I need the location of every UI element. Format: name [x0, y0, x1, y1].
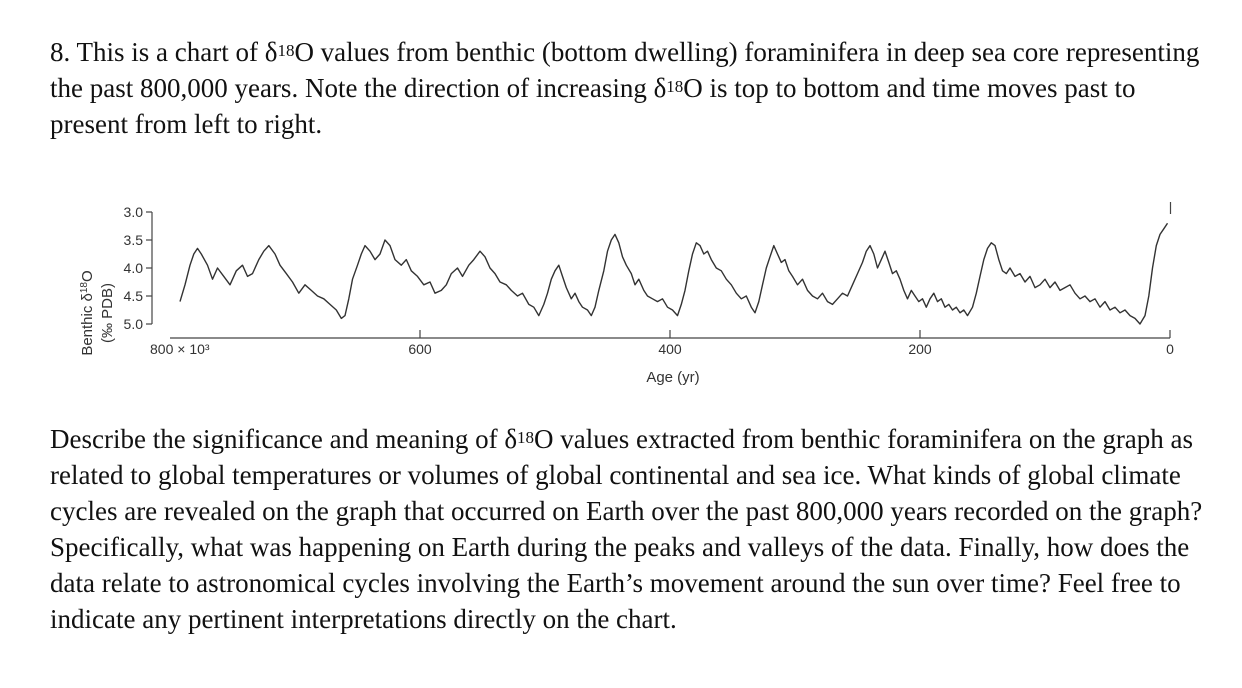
intro-text-3: O is top to bottom and time moves past t… — [50, 73, 1136, 139]
x-ticks: 800 × 10³ 600 400 200 0 — [150, 330, 1174, 357]
x-tick-label: 400 — [658, 341, 682, 357]
y-ticks: 3.0 3.5 4.0 4.5 5.0 — [124, 204, 152, 332]
series-layer — [179, 202, 1172, 325]
y-tick-label: 4.5 — [124, 288, 144, 304]
x-tick-label: 800 × 10³ — [150, 341, 210, 357]
intro-text-2: O values from benthic (bottom dwelling) … — [50, 37, 1200, 103]
y-tick-label: 3.5 — [124, 232, 144, 248]
y-tick-label: 3.0 — [124, 204, 144, 220]
question-number: 8. — [50, 37, 71, 67]
y-tick-label: 4.0 — [124, 260, 144, 276]
ylabel-line2: (‰ PDB) — [99, 283, 116, 343]
x-tick-label: 600 — [408, 341, 432, 357]
ylabel-line1: Benthic δ18O — [79, 270, 96, 355]
x-axis-label: Age (yr) — [646, 369, 699, 386]
y-tick-label: 5.0 — [124, 316, 144, 332]
body-text-1: Describe the significance and meaning of… — [50, 424, 518, 454]
intro-sup-2: 18 — [666, 77, 684, 96]
x-tick-label: 0 — [1166, 341, 1174, 357]
intro-text-1: This is a chart of δ — [76, 37, 278, 67]
body-sup-1: 18 — [517, 428, 535, 447]
question-body: Describe the significance and meaning of… — [50, 421, 1220, 637]
intro-sup-1: 18 — [277, 41, 295, 60]
series-line — [179, 222, 1169, 325]
question-intro: 8. This is a chart of δ18O values from b… — [50, 34, 1220, 142]
x-tick-label: 200 — [908, 341, 932, 357]
d18o-chart: Benthic δ18O (‰ PDB) Age (yr) 3.0 3.5 4.0 4… — [79, 202, 1174, 386]
body-text-2: O values extracted from benthic foramini… — [50, 424, 1203, 634]
